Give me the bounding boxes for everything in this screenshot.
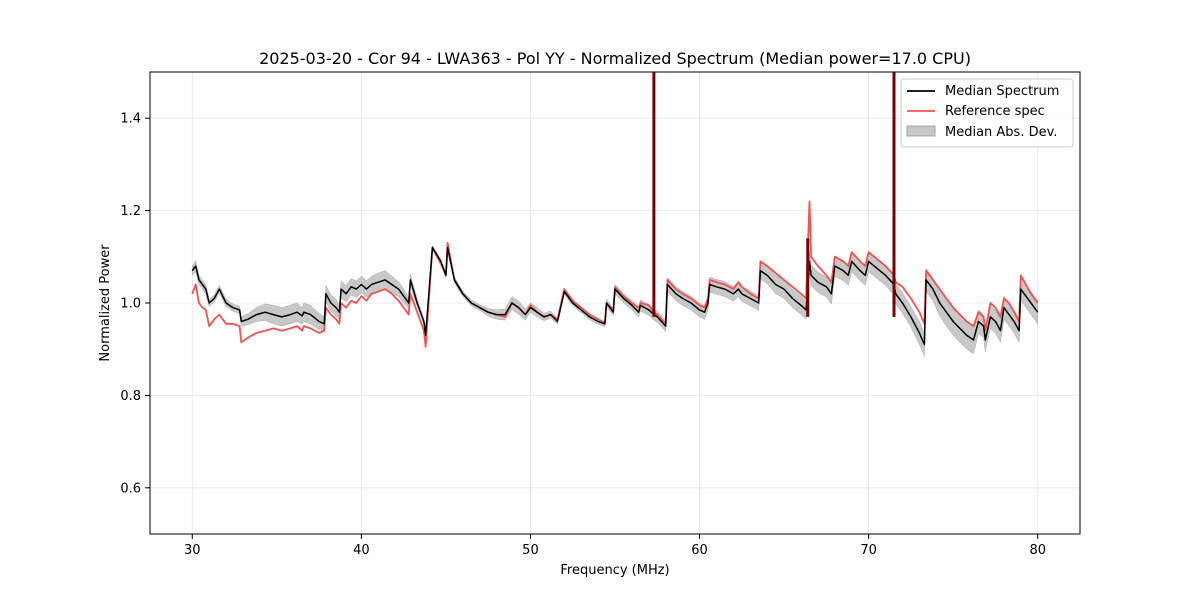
legend-mad-swatch [906,125,936,137]
legend-reference-label: Reference spec [945,104,1045,119]
x-axis: 30 40 50 60 70 80 [184,534,1046,558]
x-axis-label: Frequency (MHz) [560,563,669,578]
x-tick-label: 80 [1029,543,1046,558]
y-axis: 0.6 0.8 1.0 1.2 1.4 [120,112,150,496]
x-tick-label: 60 [691,543,708,558]
x-tick-label: 50 [522,543,539,558]
legend-mad-label: Median Abs. Dev. [945,125,1057,140]
median-spectrum-line [191,246,1039,346]
reference-layer [191,200,1039,348]
y-tick-label: 1.0 [120,297,141,312]
x-tick-label: 30 [184,543,201,558]
legend-median-label: Median Spectrum [945,84,1059,99]
y-tick-label: 0.6 [120,481,141,496]
reference-spectrum-line [191,200,1039,348]
y-tick-label: 1.4 [120,112,141,127]
chart-title: 2025-03-20 - Cor 94 - LWA363 - Pol YY - … [259,49,971,68]
legend: Median Spectrum Reference spec Median Ab… [900,78,1074,148]
y-axis-label: Normalized Power [98,244,113,362]
median-layer [191,246,1039,346]
x-tick-label: 70 [860,543,877,558]
y-tick-label: 1.2 [120,204,141,219]
spike-layer [652,72,896,317]
legend-frame [900,78,1074,148]
y-tick-label: 0.8 [120,389,141,404]
x-tick-label: 40 [353,543,370,558]
